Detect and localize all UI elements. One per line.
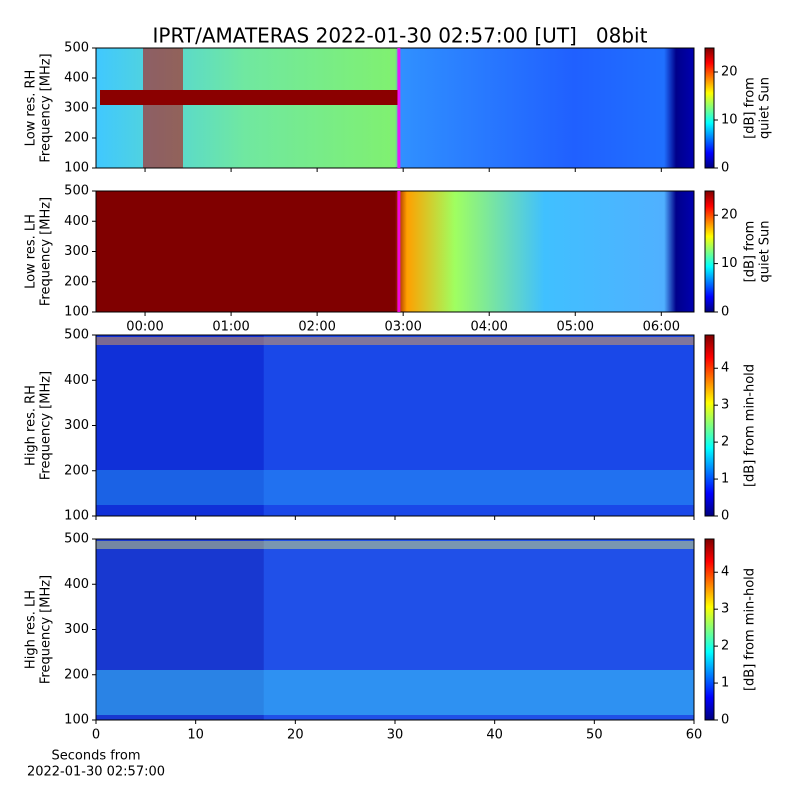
y-axis-label: High res. LH — [24, 590, 39, 669]
burst-texture — [143, 48, 183, 168]
y-axis-label: Frequency [MHz] — [39, 371, 54, 480]
chart-title: IPRT/AMATERAS 2022-01-30 02:57:00 [UT] 0… — [153, 24, 648, 48]
x-tick-label: 20 — [287, 728, 304, 743]
spectrogram-image — [96, 335, 694, 516]
x-tick-label: 03:00 — [384, 320, 421, 335]
spectrogram-image — [96, 191, 694, 312]
x-tick-label: 02:00 — [298, 320, 335, 335]
y-tick-label: 400 — [64, 71, 89, 86]
burst-texture — [100, 90, 398, 105]
x-tick-label: 0 — [92, 728, 100, 743]
colorbar-tick-label: 4 — [721, 361, 729, 376]
colorbar-tick-label: 0 — [721, 509, 729, 524]
colorbar-tick-label: 3 — [721, 398, 729, 413]
colorbar-tick-label: 10 — [721, 256, 738, 271]
colorbar-label: quiet Sun — [758, 220, 773, 282]
burst-texture — [96, 470, 694, 505]
colorbar-tick-label: 1 — [721, 472, 729, 487]
colorbar-label: [dB] from min-hold — [743, 364, 758, 487]
colorbar-label: [dB] from — [743, 77, 758, 139]
y-axis-label: Frequency [MHz] — [39, 197, 54, 306]
colorbar — [704, 538, 715, 721]
x-tick-label: 04:00 — [470, 320, 507, 335]
y-axis-label: Frequency [MHz] — [39, 53, 54, 162]
y-tick-label: 200 — [64, 274, 89, 289]
y-axis-label: High res. RH — [24, 385, 39, 466]
spectrogram-image — [96, 539, 694, 720]
colorbar-label: [dB] from — [743, 221, 758, 283]
colorbar-tick-label: 20 — [721, 208, 738, 223]
y-tick-label: 200 — [64, 131, 89, 146]
colorbar-tick-label: 0 — [721, 713, 729, 728]
y-axis-label: Low res. LH — [24, 214, 39, 289]
y-tick-label: 100 — [64, 305, 89, 320]
y-tick-label: 300 — [64, 622, 89, 637]
burst-texture — [96, 337, 694, 345]
y-tick-label: 500 — [64, 41, 89, 56]
colorbar-tick-label: 0 — [721, 161, 729, 176]
x-tick-label: 60 — [686, 728, 703, 743]
colorbar-label: quiet Sun — [758, 77, 773, 139]
colorbar — [704, 190, 715, 313]
y-tick-label: 300 — [64, 101, 89, 116]
y-tick-label: 500 — [64, 328, 89, 343]
burst-texture — [96, 670, 694, 715]
y-tick-label: 400 — [64, 577, 89, 592]
spectrogram-image — [96, 48, 694, 168]
y-tick-label: 300 — [64, 244, 89, 259]
x-axis-label: Seconds from — [51, 749, 140, 764]
y-tick-label: 100 — [64, 161, 89, 176]
colorbar-tick-label: 2 — [721, 639, 729, 654]
x-tick-label: 00:00 — [126, 320, 163, 335]
colorbar-tick-label: 2 — [721, 435, 729, 450]
x-tick-label: 01:00 — [212, 320, 249, 335]
y-tick-label: 400 — [64, 373, 89, 388]
y-tick-label: 100 — [64, 509, 89, 524]
colorbar-tick-label: 1 — [721, 676, 729, 691]
y-axis-label: Low res. RH — [24, 70, 39, 147]
colorbar-tick-label: 0 — [721, 305, 729, 320]
x-axis-label: 2022-01-30 02:57:00 — [27, 765, 165, 780]
x-tick-label: 40 — [486, 728, 503, 743]
x-tick-label: 10 — [187, 728, 204, 743]
y-axis-label: Frequency [MHz] — [39, 575, 54, 684]
y-tick-label: 500 — [64, 532, 89, 547]
colorbar — [704, 334, 715, 517]
y-tick-label: 500 — [64, 184, 89, 199]
colorbar-tick-label: 4 — [721, 565, 729, 580]
y-tick-label: 200 — [64, 667, 89, 682]
colorbar — [704, 47, 715, 169]
x-tick-label: 05:00 — [557, 320, 594, 335]
colorbar-tick-label: 3 — [721, 602, 729, 617]
y-tick-label: 300 — [64, 418, 89, 433]
y-tick-label: 400 — [64, 214, 89, 229]
x-tick-label: 50 — [586, 728, 603, 743]
burst-texture — [96, 541, 694, 549]
colorbar-tick-label: 20 — [721, 65, 738, 80]
colorbar-label: [dB] from min-hold — [743, 568, 758, 691]
colorbar-tick-label: 10 — [721, 113, 738, 128]
y-tick-label: 100 — [64, 713, 89, 728]
spectrograms — [96, 48, 694, 720]
x-tick-label: 06:00 — [643, 320, 680, 335]
x-tick-label: 30 — [387, 728, 404, 743]
y-tick-label: 200 — [64, 463, 89, 478]
